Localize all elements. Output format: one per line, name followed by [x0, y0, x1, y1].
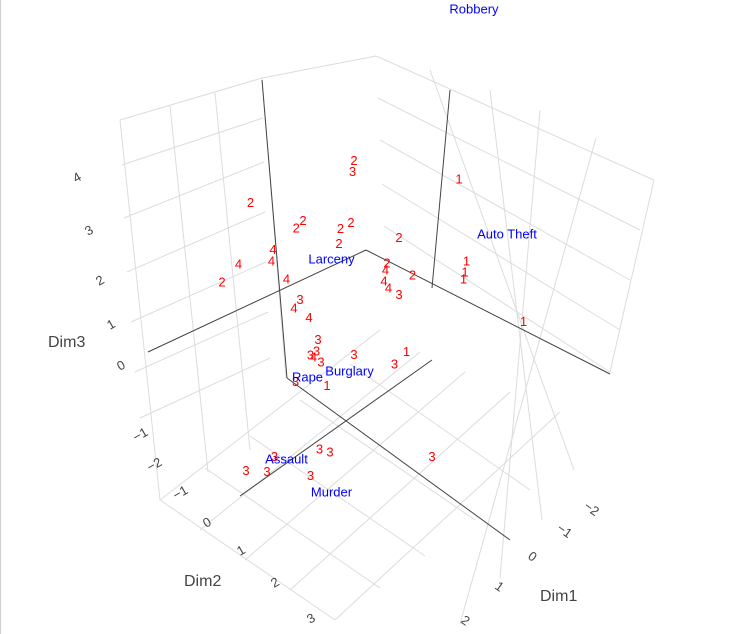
variable-label: Rape	[292, 370, 323, 385]
observation-cluster-label: 3	[263, 464, 270, 479]
observation-cluster-label: 1	[403, 344, 410, 359]
axis-right-vertical	[431, 89, 451, 289]
observation-cluster-label: 3	[307, 348, 314, 363]
observation-cluster-label: 2	[299, 213, 306, 228]
observation-cluster-label: 3	[428, 449, 435, 464]
variable-labels: Robbery Larceny Auto Theft Rape Burglary Assa…	[265, 2, 537, 500]
dim3-axis-title: Dim3	[48, 334, 85, 351]
dim3-tick: −1	[130, 424, 150, 444]
observation-cluster-label: 4	[382, 262, 389, 277]
panel-left-border	[0, 0, 1, 634]
observation-cluster-label: 2	[218, 275, 225, 290]
gridlines-floor	[159, 329, 561, 621]
observation-cluster-label: 4	[310, 350, 317, 365]
observation-cluster-label: 3	[391, 357, 398, 372]
observation-cluster-label: 3	[317, 354, 324, 369]
dim3-tick: −2	[144, 454, 164, 474]
dim1-tick: 2	[458, 612, 473, 628]
observation-cluster-label: 2	[347, 215, 354, 230]
dim2-axis-title: Dim2	[184, 573, 221, 590]
axis-back-vertical	[261, 79, 288, 379]
observation-cluster-label: 2	[247, 195, 254, 210]
axis-dim1-edge	[365, 249, 611, 375]
dim2-tick: 1	[234, 542, 248, 559]
dim1-tick: 0	[525, 548, 540, 564]
observation-cluster-label: 4	[235, 256, 242, 271]
axis-floor-back-edge	[286, 377, 511, 541]
observation-cluster-label: 3	[307, 468, 314, 483]
dim1-tick: −1	[554, 520, 575, 541]
observation-cluster-label: 3	[314, 332, 321, 347]
observation-cluster-label: 4	[305, 310, 312, 325]
observation-cluster-label: 3	[316, 442, 323, 457]
observation-cluster-label: 3	[395, 287, 402, 302]
dim2-ticks: −1 0 1 2 3	[170, 482, 318, 626]
gridlines-right-wall	[261, 55, 655, 625]
observation-cluster-label: 4	[269, 242, 276, 257]
observation-cluster-label: 2	[335, 236, 342, 251]
observation-cluster-label: 2	[293, 221, 300, 236]
observation-cluster-label: 4	[283, 271, 290, 286]
dim2-tick: −1	[170, 482, 190, 502]
variable-label: Assault	[265, 451, 308, 466]
observation-cluster-label: 2	[337, 221, 344, 236]
dim3-tick: 2	[93, 272, 107, 289]
observation-cluster-label: 3	[326, 444, 333, 459]
observation-cluster-label: 3	[350, 347, 357, 362]
observation-cluster-label: 3	[242, 463, 249, 478]
observation-cluster-label: 3	[313, 343, 320, 358]
dim3-tick: 0	[114, 357, 128, 374]
dim3-tick: 4	[70, 169, 84, 186]
observation-cluster-label: 1	[460, 271, 467, 286]
observation-cluster-label: 4	[268, 253, 275, 268]
observation-cluster-label: 4	[385, 280, 392, 295]
observation-cluster-label: 3	[271, 449, 278, 464]
observation-cluster-label: 2	[409, 268, 416, 283]
observation-cluster-label: 1	[461, 264, 468, 279]
observation-cluster-label: 3	[292, 374, 299, 389]
gridlines-back-wall	[119, 77, 287, 501]
observation-cluster-label: 3	[296, 292, 303, 307]
observation-cluster-label: 1	[463, 253, 470, 268]
observation-cluster-label: 1	[323, 378, 330, 393]
dim1-tick: 1	[492, 578, 507, 594]
variable-label: Auto Theft	[477, 227, 537, 242]
observation-cluster-label: 1	[455, 171, 462, 186]
dim1-tick: −2	[581, 498, 602, 519]
variable-label: Robbery	[449, 2, 499, 17]
observation-cluster-label: 4	[290, 300, 297, 315]
observation-cluster-label: 2	[350, 153, 357, 168]
variable-label: Burglary	[325, 364, 374, 379]
variable-label: Larceny	[308, 252, 355, 267]
observation-cluster-label: 1	[520, 314, 527, 329]
axis-dim3-plane-edge	[147, 249, 367, 353]
dim3-tick: 1	[104, 316, 118, 333]
axis-dim2-edge	[239, 359, 433, 497]
dim3-ticks: −2 −1 0 1 2 3 4	[70, 169, 164, 475]
dim3-tick: 3	[82, 222, 96, 239]
axis-lines	[147, 79, 611, 541]
observation-cluster-label: 2	[395, 230, 402, 245]
variable-label: Murder	[311, 484, 353, 499]
observation-cluster-label: 2	[383, 255, 390, 270]
observation-cluster-label: 3	[349, 164, 356, 179]
observation-cluster-label: 4	[380, 273, 387, 288]
dim2-tick: 3	[304, 610, 318, 627]
dim1-axis-title: Dim1	[540, 588, 577, 605]
